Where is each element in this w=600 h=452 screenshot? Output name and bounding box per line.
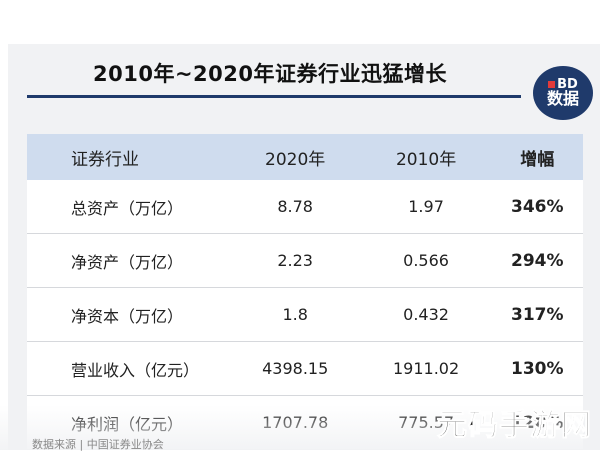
value-2010: 0.566: [360, 233, 492, 288]
header-2010: 2010年: [360, 134, 492, 180]
table-row: 净资产（万亿） 2.23 0.566 294%: [27, 233, 583, 288]
growth-value: 317%: [491, 287, 583, 342]
bottom-fade: [0, 405, 600, 450]
value-2020: 2.23: [229, 233, 361, 288]
logo-square-icon: [548, 81, 556, 89]
bd-data-logo: BD 数据: [533, 66, 593, 120]
value-2020: 4398.15: [229, 341, 361, 396]
value-2010: 0.432: [360, 287, 492, 342]
table-row: 总资产（万亿） 8.78 1.97 346%: [27, 180, 583, 234]
table-row: 营业收入（亿元） 4398.15 1911.02 130%: [27, 341, 583, 396]
value-2020: 1.8: [229, 287, 361, 342]
securities-table: 证券行业 2020年 2010年 增幅 总资产（万亿） 8.78 1.97 34…: [27, 134, 583, 449]
value-2010: 1.97: [360, 180, 492, 234]
header-growth: 增幅: [491, 134, 583, 180]
row-label: 总资产（万亿）: [27, 180, 230, 234]
growth-value: 130%: [491, 341, 583, 396]
logo-text-bottom: 数据: [546, 89, 579, 109]
table-row: 净资本（万亿） 1.8 0.432 317%: [27, 287, 583, 342]
title-underline: [27, 95, 521, 98]
value-2020: 8.78: [229, 180, 361, 234]
logo-text-top: BD: [557, 76, 578, 92]
header-industry: 证券行业: [27, 134, 230, 180]
row-label: 净资产（万亿）: [27, 233, 230, 288]
growth-value: 346%: [491, 180, 583, 234]
header-2020: 2020年: [229, 134, 361, 180]
row-label: 净资本（万亿）: [27, 287, 230, 342]
table-header-row: 证券行业 2020年 2010年 增幅: [27, 134, 583, 180]
value-2010: 1911.02: [360, 341, 492, 396]
growth-value: 294%: [491, 233, 583, 288]
page-title: 2010年~2020年证券行业迅猛增长: [93, 62, 447, 86]
data-source: 数据来源 | 中国证券业协会: [32, 438, 164, 451]
row-label: 营业收入（亿元）: [27, 341, 230, 396]
site-watermark: 元码手游网: [437, 408, 592, 444]
